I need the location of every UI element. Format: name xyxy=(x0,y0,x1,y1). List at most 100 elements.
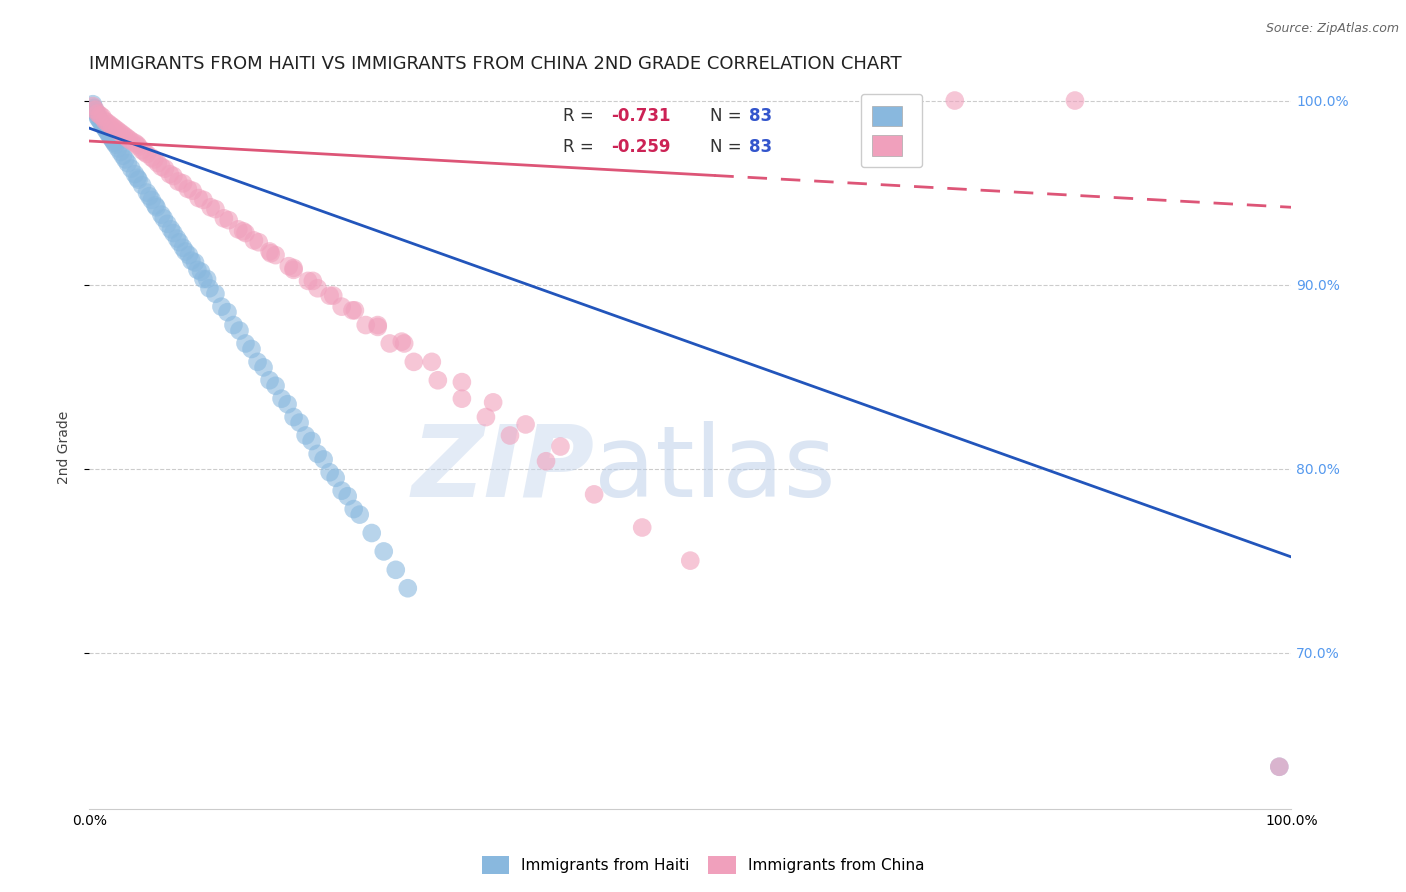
Point xyxy=(114,153,136,167)
Point xyxy=(82,99,104,113)
Point xyxy=(101,120,124,134)
Point xyxy=(112,128,135,143)
Point xyxy=(181,184,204,198)
Point xyxy=(91,118,114,132)
Point xyxy=(127,170,149,185)
Point xyxy=(943,94,966,108)
Point xyxy=(270,392,292,406)
Point xyxy=(228,324,250,338)
Point xyxy=(195,272,218,286)
Point xyxy=(84,103,107,117)
Point xyxy=(318,465,340,479)
Point xyxy=(120,134,142,148)
Point xyxy=(277,259,299,273)
Point xyxy=(134,145,156,159)
Point xyxy=(98,128,121,143)
Point xyxy=(247,235,270,250)
Point xyxy=(118,132,141,146)
Point xyxy=(451,392,474,406)
Point xyxy=(186,263,208,277)
Point xyxy=(86,110,108,124)
Point xyxy=(177,182,200,196)
Point xyxy=(211,300,233,314)
Point xyxy=(184,255,207,269)
Point xyxy=(297,274,319,288)
Point xyxy=(177,248,200,262)
Point xyxy=(384,563,406,577)
Point xyxy=(156,217,179,231)
Point xyxy=(159,167,181,181)
Point xyxy=(232,224,254,238)
Point xyxy=(172,177,194,191)
Point xyxy=(136,147,159,161)
Point xyxy=(264,248,287,262)
Point xyxy=(103,121,125,136)
Point xyxy=(1268,760,1291,774)
Point xyxy=(146,156,169,170)
Point xyxy=(373,544,395,558)
Point xyxy=(402,355,425,369)
Point xyxy=(307,281,329,295)
Point xyxy=(259,373,281,387)
Point xyxy=(264,378,287,392)
Text: -0.731: -0.731 xyxy=(612,107,671,125)
Point xyxy=(360,526,382,541)
Point xyxy=(631,520,654,534)
Point xyxy=(143,153,166,167)
Point xyxy=(367,319,389,334)
Point xyxy=(150,160,173,174)
Point xyxy=(94,123,117,137)
Legend: , : , xyxy=(860,95,922,168)
Point xyxy=(451,375,474,389)
Point xyxy=(330,483,353,498)
Point xyxy=(277,397,299,411)
Point xyxy=(534,454,557,468)
Point xyxy=(198,281,221,295)
Point xyxy=(420,355,443,369)
Point xyxy=(301,274,323,288)
Point xyxy=(104,137,127,152)
Point xyxy=(84,104,107,119)
Point xyxy=(93,120,115,134)
Point xyxy=(342,303,364,318)
Point xyxy=(94,113,117,128)
Point xyxy=(392,336,415,351)
Point xyxy=(83,101,105,115)
Point xyxy=(283,263,305,277)
Text: R =: R = xyxy=(562,107,599,125)
Text: -0.259: -0.259 xyxy=(612,137,671,155)
Text: Source: ZipAtlas.com: Source: ZipAtlas.com xyxy=(1265,22,1399,36)
Point xyxy=(307,447,329,461)
Text: N =: N = xyxy=(710,137,747,155)
Point xyxy=(89,113,111,128)
Point xyxy=(200,200,222,214)
Point xyxy=(499,428,522,442)
Y-axis label: 2nd Grade: 2nd Grade xyxy=(58,411,72,484)
Point xyxy=(174,244,197,259)
Point xyxy=(141,151,163,165)
Point xyxy=(288,416,311,430)
Point xyxy=(117,156,139,170)
Point xyxy=(222,318,245,332)
Point xyxy=(172,241,194,255)
Point xyxy=(322,288,344,302)
Point xyxy=(160,222,183,236)
Point xyxy=(111,127,134,141)
Point xyxy=(343,303,366,318)
Point xyxy=(101,132,124,146)
Point xyxy=(336,489,359,503)
Text: 83: 83 xyxy=(749,107,772,125)
Point xyxy=(515,417,537,432)
Point xyxy=(105,123,128,137)
Point xyxy=(87,112,110,126)
Point xyxy=(1064,94,1087,108)
Point xyxy=(391,334,413,349)
Point xyxy=(100,130,122,145)
Point xyxy=(180,253,202,268)
Point xyxy=(98,118,121,132)
Point xyxy=(243,234,266,248)
Point xyxy=(354,318,377,332)
Point xyxy=(259,244,281,259)
Point xyxy=(396,581,419,595)
Point xyxy=(103,134,125,148)
